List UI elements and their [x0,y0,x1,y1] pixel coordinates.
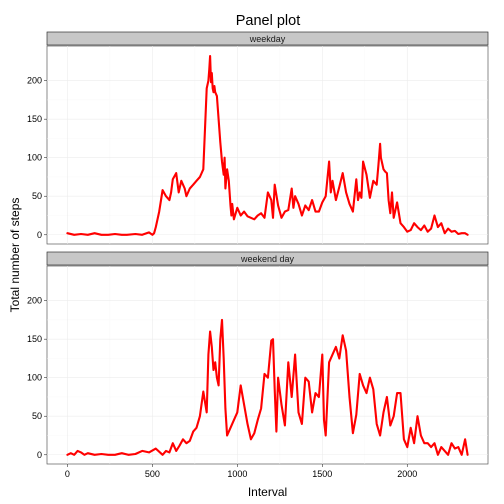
steps-line-weekend-day [66,318,469,456]
panel-weekday: weekday 0 50 100 150 200 [27,31,489,245]
panel-plot-area-weekday [46,45,489,245]
y-tick-label-weekday: 100 [27,153,42,163]
y-tick-label-weekend-day: 150 [27,334,42,344]
panel-weekend-day: weekend day 0 50 100 150 200 [27,251,489,465]
y-tick-label-weekday: 0 [37,230,42,240]
x-axis: 0 500 1000 1500 2000 [65,464,417,479]
y-tick-label-weekend-day: 100 [27,373,42,383]
panel-strip-weekday [46,31,489,46]
y-tick-label-weekday: 150 [27,114,42,124]
x-tick-label: 500 [145,469,160,479]
gridlines-weekend-day [47,266,488,464]
x-tick-label: 1000 [227,469,247,479]
chart-title: Panel plot [236,13,301,29]
y-tick-label-weekday: 50 [32,191,42,201]
x-axis-title: Interval [248,485,287,499]
steps-line-weekday [66,54,469,236]
y-tick-label-weekday: 200 [27,76,42,86]
panel-plot-area-weekend-day [46,265,489,465]
y-tick-label-weekend-day: 50 [32,411,42,421]
y-tick-label-weekend-day: 200 [27,296,42,306]
x-tick-label: 1500 [312,469,332,479]
y-axis-title: Total number of steps [8,198,22,313]
x-tick-label: 2000 [397,469,417,479]
panel-strip-label-weekend-day: weekend day [240,254,295,264]
x-tick-label: 0 [65,469,70,479]
y-axis-weekday: 0 50 100 150 200 [27,76,47,240]
panel-strip-label-weekday: weekday [249,34,286,44]
panel-strip-weekend-day [46,251,489,266]
y-axis-weekend-day: 0 50 100 150 200 [27,296,47,460]
y-tick-label-weekend-day: 0 [37,450,42,460]
